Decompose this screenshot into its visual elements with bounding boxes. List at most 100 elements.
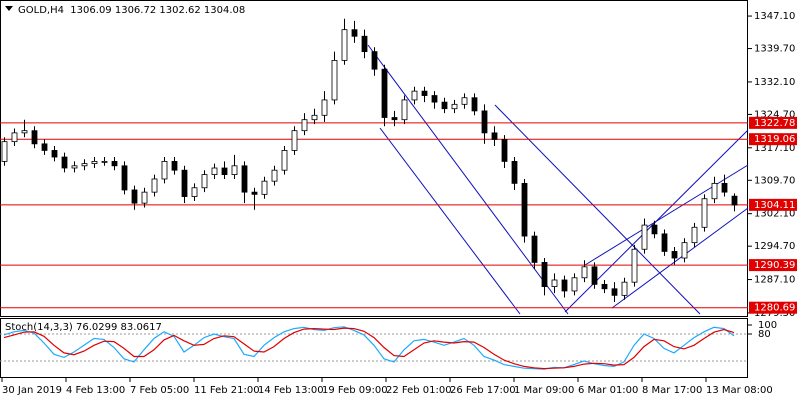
stoch-line <box>3 327 735 370</box>
candle-body <box>551 279 558 287</box>
symbol-icon <box>5 6 13 11</box>
x-tick-label: 19 Feb 09:00 <box>322 385 388 396</box>
x-tick-label: 8 Mar 17:00 <box>642 385 702 396</box>
candle-body <box>681 242 688 259</box>
x-tick-label: 30 Jan 2019 <box>2 385 62 396</box>
candle-body <box>461 97 468 105</box>
candle-body <box>521 182 528 237</box>
level-label: 1304.11 <box>754 200 795 211</box>
candle-body <box>651 224 658 235</box>
channel-line <box>584 164 749 266</box>
candle-body <box>511 161 518 184</box>
x-tick-label: 26 Feb 17:00 <box>450 385 516 396</box>
candle-body <box>691 226 698 244</box>
level-label: 1280.69 <box>754 303 795 314</box>
candle-body <box>571 277 578 292</box>
candle-body <box>641 224 648 250</box>
stoch-panel <box>0 318 748 378</box>
candle-body <box>451 103 458 110</box>
candle-body <box>71 165 78 169</box>
candle-body <box>151 178 158 193</box>
level-label: 1319.06 <box>754 134 795 145</box>
main-panel <box>0 0 748 317</box>
level-label-box <box>749 133 797 146</box>
candle-body <box>671 251 678 259</box>
candle-body <box>591 266 598 285</box>
x-tick-label: 22 Feb 01:00 <box>386 385 452 396</box>
candle-body <box>611 288 618 296</box>
y-tick-label: 1339.70 <box>754 44 795 55</box>
y-tick-label: 80 <box>758 329 771 340</box>
y-tick-label: 100 <box>758 320 777 331</box>
x-tick-label: 6 Mar 01:00 <box>578 385 638 396</box>
candle-body <box>11 132 18 143</box>
candle-body <box>481 110 488 134</box>
level-label-box <box>749 301 797 314</box>
y-tick-label: 1302.10 <box>754 209 795 220</box>
candle-body <box>291 130 298 151</box>
candle-body <box>701 198 708 228</box>
x-tick-label: 1 Mar 09:00 <box>514 385 574 396</box>
y-tick-label: 1332.10 <box>754 77 795 88</box>
candle-body <box>601 283 608 290</box>
x-tick-label: 13 Mar 08:00 <box>706 385 773 396</box>
candle-body <box>131 189 138 204</box>
candle-body <box>201 174 208 189</box>
x-tick-label: 7 Feb 05:00 <box>130 385 189 396</box>
candle-body <box>161 161 168 180</box>
candle-body <box>731 195 738 206</box>
y-tick-label: 1317.10 <box>754 143 795 154</box>
candle-body <box>141 191 148 204</box>
candle-body <box>21 130 28 134</box>
y-tick-label: 1294.70 <box>754 241 795 252</box>
candle-body <box>91 161 98 165</box>
candle-body <box>401 99 408 121</box>
candle-body <box>111 161 118 167</box>
candle-body <box>341 29 348 61</box>
candle-body <box>231 165 238 175</box>
y-tick-label: 1287.10 <box>754 275 795 286</box>
candle-body <box>711 182 718 200</box>
candles <box>1 18 738 302</box>
candle-body <box>41 143 48 151</box>
candle-body <box>361 35 368 53</box>
channel-line <box>367 44 569 315</box>
candle-body <box>351 29 358 37</box>
candle-body <box>171 161 178 171</box>
candle-body <box>301 119 308 132</box>
candle-body <box>51 150 58 158</box>
candle-body <box>1 141 8 162</box>
x-tick-label: 11 Feb 21:00 <box>194 385 260 396</box>
candle-body <box>331 60 338 101</box>
candle-body <box>251 191 258 195</box>
candle-body <box>541 262 548 287</box>
candle-body <box>321 99 328 116</box>
candle-body <box>501 139 508 162</box>
chart-title: GOLD,H4 1306.09 1306.72 1302.62 1304.08 <box>18 5 245 16</box>
candle-body <box>221 167 228 175</box>
candle-body <box>661 233 668 252</box>
candle-body <box>581 266 588 279</box>
candle-body <box>31 130 38 145</box>
x-tick-label: 4 Feb 13:00 <box>66 385 125 396</box>
candle-body <box>491 132 498 140</box>
y-tick-label: 1324.70 <box>754 109 795 120</box>
channel-line <box>494 104 701 315</box>
candle-body <box>281 150 288 171</box>
x-tick-label: 14 Feb 13:00 <box>258 385 324 396</box>
candle-body <box>271 169 278 182</box>
candle-body <box>311 114 318 121</box>
stoch-line <box>3 326 735 370</box>
candle-body <box>631 248 638 283</box>
level-label-box <box>749 116 797 129</box>
channel-line <box>611 207 749 309</box>
candle-body <box>531 235 538 263</box>
level-label-box <box>749 259 797 272</box>
y-tick-label: 1309.70 <box>754 175 795 186</box>
candle-body <box>621 281 628 296</box>
candle-body <box>371 51 378 70</box>
candle-body <box>81 163 88 167</box>
candle-body <box>61 156 68 169</box>
